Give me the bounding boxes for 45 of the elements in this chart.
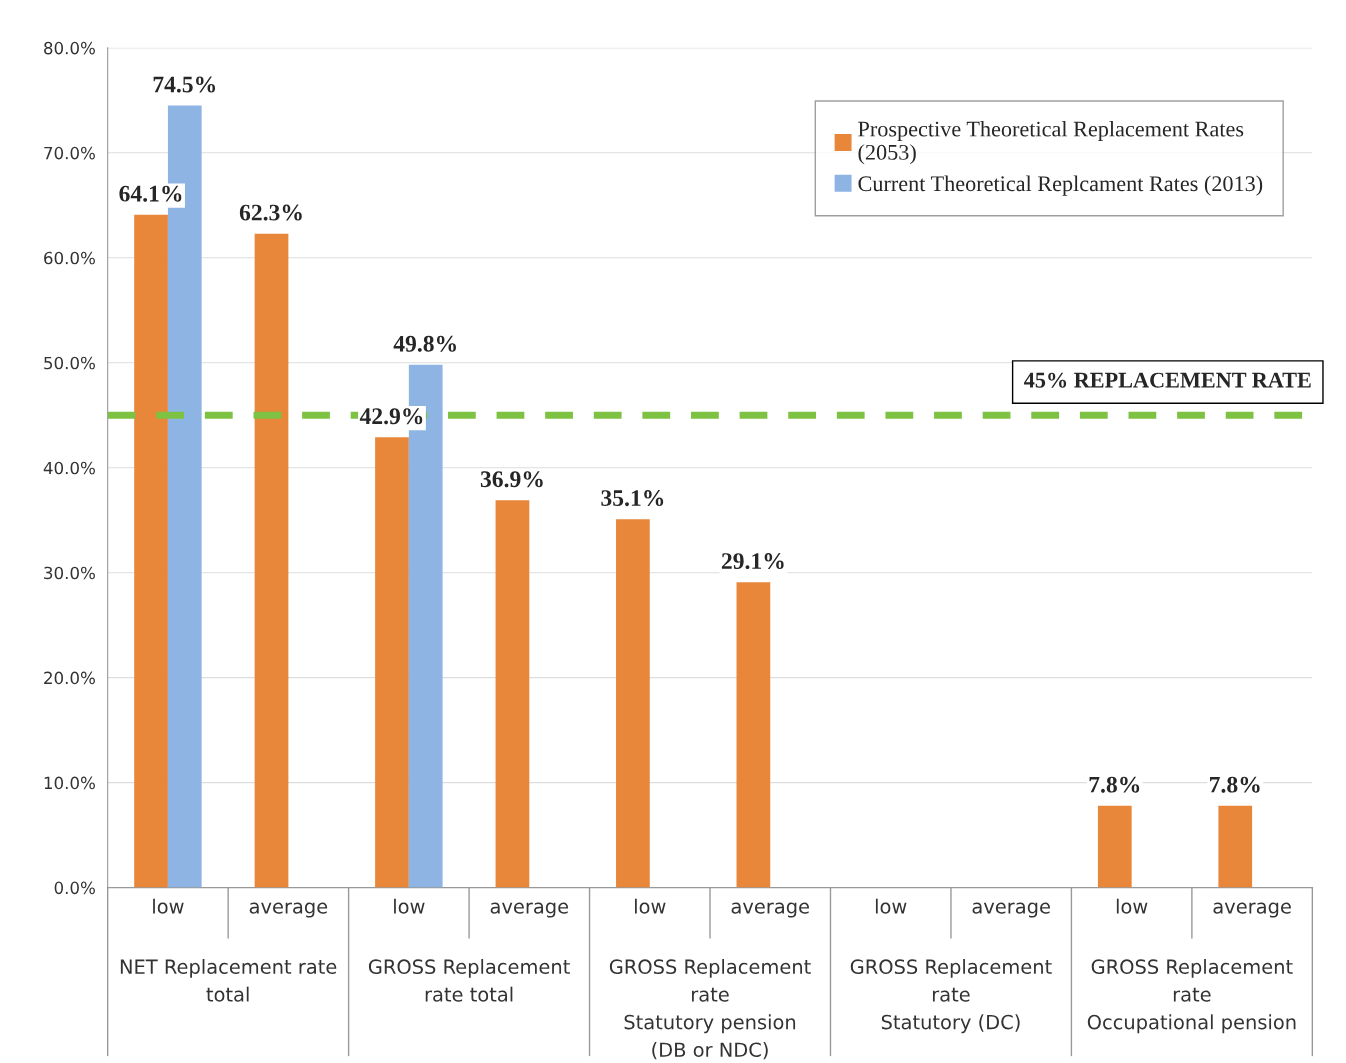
text: GROSS Replacement rate Occupational pension bbox=[1087, 958, 1296, 1034]
bar bbox=[1218, 805, 1253, 888]
data-label: 64.1% bbox=[119, 185, 182, 202]
y-tick-label: 20.0% bbox=[44, 671, 95, 685]
data-label: 74.5% bbox=[153, 76, 216, 93]
y-tick-label: 10.0% bbox=[44, 776, 95, 790]
ref-line-label: 45% REPLACEMENT RATE bbox=[1024, 372, 1311, 388]
data-label: 49.8% bbox=[393, 335, 456, 352]
legend-label: Prospective Theoretical Replacement Rates (2053) bbox=[858, 120, 1244, 165]
text: GROSS Replacement rate Statutory pension (DB or NDC) bbox=[609, 958, 811, 1060]
y-tick-label: 40.0% bbox=[43, 461, 95, 475]
data-label: 42.9% bbox=[359, 408, 423, 425]
data-label: 35.1% bbox=[601, 490, 664, 507]
bar bbox=[375, 437, 409, 888]
x-tick-label: low bbox=[1116, 898, 1148, 914]
text: GROSS Replacement rate total bbox=[368, 958, 570, 1002]
x-tick-label: average bbox=[249, 902, 328, 918]
x-tick-label: low bbox=[635, 898, 666, 914]
data-label: 36.9% bbox=[480, 471, 543, 488]
bar bbox=[134, 214, 168, 888]
y-tick-label: 60.0% bbox=[44, 251, 95, 265]
x-tick-label: low bbox=[875, 898, 907, 914]
x-tick-label: average bbox=[731, 902, 810, 918]
bar bbox=[736, 582, 771, 888]
x-tick-label: low bbox=[153, 898, 184, 914]
x-tick-label: average bbox=[1213, 902, 1291, 918]
data-label: 29.1% bbox=[721, 553, 784, 570]
bar bbox=[495, 500, 530, 888]
bar bbox=[616, 519, 650, 888]
data-label: 7.8% bbox=[1089, 776, 1140, 793]
data-label: 62.3% bbox=[239, 204, 302, 221]
text: GROSS Replacement rate Statutory (DC) bbox=[850, 958, 1052, 1034]
data-label: 7.8% bbox=[1210, 776, 1260, 793]
bar bbox=[1097, 805, 1132, 888]
y-tick-label: 70.0% bbox=[44, 146, 95, 160]
legend-label: Current Theoretical Replcament Rates (2013) bbox=[858, 175, 1263, 196]
x-tick-label: average bbox=[490, 902, 569, 918]
y-tick-label: 30.0% bbox=[44, 566, 95, 580]
y-tick-label: 80.0% bbox=[44, 41, 95, 55]
y-tick-label: 50.0% bbox=[44, 356, 95, 370]
bar bbox=[254, 233, 289, 888]
x-tick-label: low bbox=[394, 898, 425, 914]
x-tick-label: average bbox=[972, 902, 1050, 918]
text: NET Replacement rate total bbox=[120, 958, 337, 1002]
y-tick-label: 0.0% bbox=[54, 881, 95, 895]
